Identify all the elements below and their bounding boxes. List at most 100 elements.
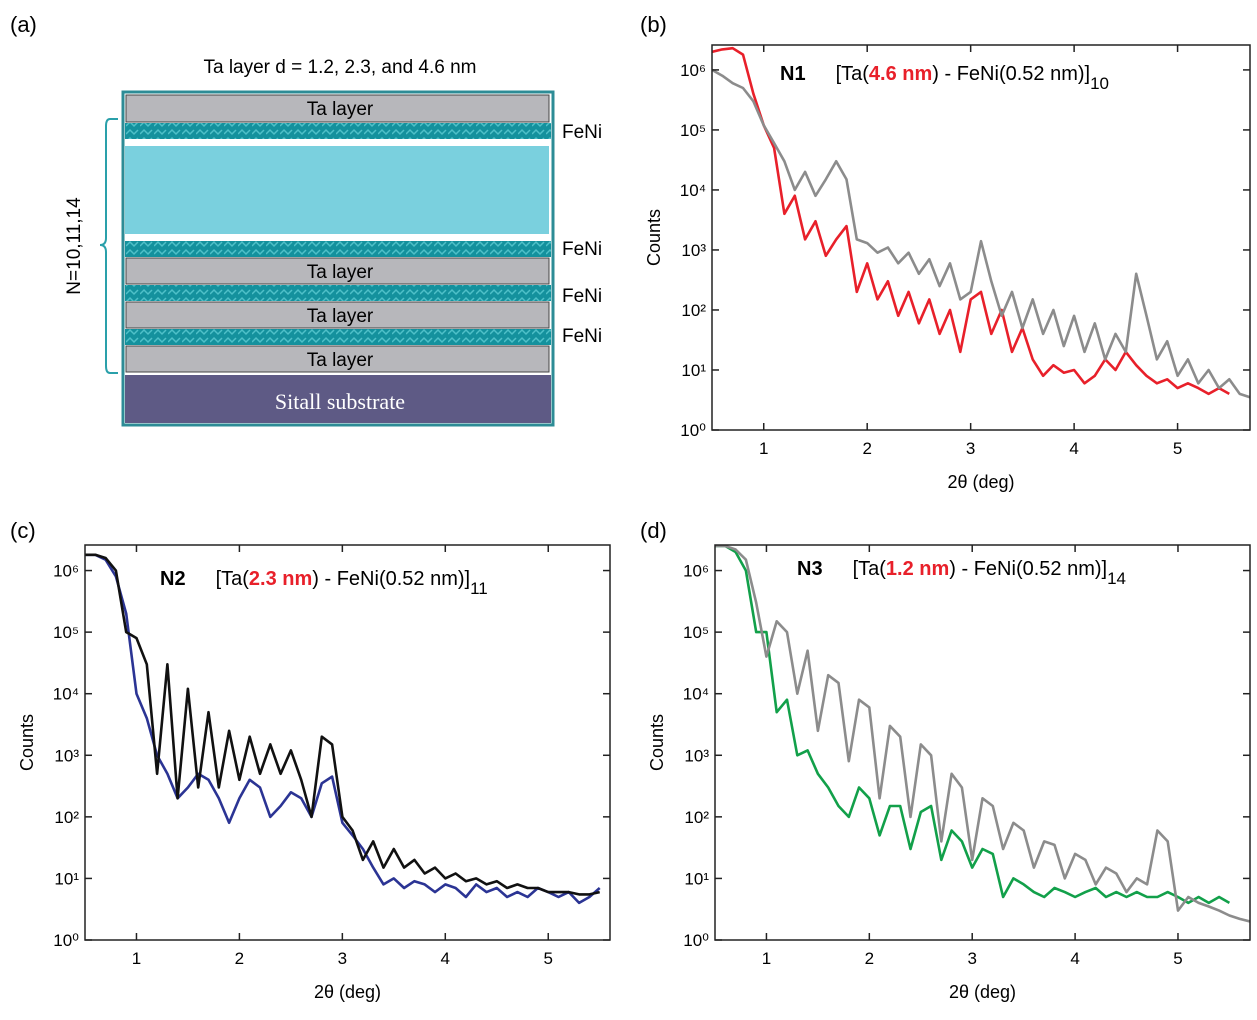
formula-prefix: [Ta(: [836, 63, 870, 85]
x-tick-label: 2: [862, 439, 871, 458]
ta-label: Ta layer: [307, 262, 374, 283]
y-axis-label: Counts: [647, 714, 667, 771]
y-tick-label: 10⁶: [680, 61, 706, 80]
x-axis-label: 2θ (deg): [314, 982, 381, 1002]
y-tick-label: 10⁰: [683, 931, 709, 950]
formula-suffix: ) - FeNi(0.52 nm)]: [932, 63, 1090, 85]
ta-layer: [125, 301, 550, 329]
sample-name: N1: [780, 63, 806, 85]
chart-title: N3 [Ta(1.2 nm) - FeNi(0.52 nm)]14: [797, 558, 1126, 588]
repeat-label: N=10,11,14: [64, 197, 85, 295]
y-tick-label: 10⁴: [53, 685, 79, 704]
plot-frame: [711, 44, 1251, 431]
panel-label: (b): [640, 12, 667, 37]
repeat-count: 14: [1107, 569, 1126, 588]
x-tick-label: 4: [1069, 439, 1078, 458]
x-tick-label: 4: [441, 949, 450, 968]
y-tick-label: 10⁴: [680, 181, 706, 200]
ta-layer: [125, 94, 550, 123]
feni-label: FeNi: [562, 239, 602, 260]
y-axis-label: Counts: [17, 714, 37, 771]
panel-label: (c): [10, 518, 36, 543]
y-tick-label: 10²: [684, 808, 709, 827]
ta-layer: [125, 345, 550, 373]
plot-frame: [714, 544, 1251, 941]
x-axis-label: 2θ (deg): [947, 472, 1014, 492]
data-line: [85, 553, 601, 905]
plot-area: [715, 545, 1250, 923]
x-tick-label: 5: [1173, 949, 1182, 968]
feni-layer: [125, 285, 551, 301]
formula-suffix: ) - FeNi(0.52 nm)]: [949, 558, 1107, 580]
x-tick-label: 3: [966, 439, 975, 458]
y-tick-label: 10²: [681, 301, 706, 320]
y-tick-label: 10⁰: [53, 931, 79, 950]
x-tick-label: 2: [865, 949, 874, 968]
feni-label: FeNi: [562, 122, 602, 143]
chart: (b) 1 2 3 4 5 10⁰ 10¹ 10² 10³ 10⁴ 10⁵ 10⁶ 2θ (deg) Cou…: [640, 12, 1251, 492]
chart: (d) 1 2 3 4 5 10⁰ 10¹ 10² 10³ 10⁴ 10⁵ 10⁶ 2θ (deg) Cou…: [640, 518, 1251, 1002]
y-tick-label: 10²: [54, 808, 79, 827]
x-axis-label: 2θ (deg): [949, 982, 1016, 1002]
y-tick-label: 10⁵: [683, 623, 709, 642]
y-tick-label: 10⁶: [53, 562, 79, 581]
data-line: [85, 553, 600, 896]
thickness: 1.2 nm: [886, 558, 949, 580]
chart-title: N1 [Ta(4.6 nm) - FeNi(0.52 nm)]10: [780, 63, 1109, 93]
repeat-count: 10: [1090, 74, 1109, 93]
y-tick-label: 10⁵: [680, 121, 706, 140]
formula-prefix: [Ta(: [853, 558, 887, 580]
x-tick-label: 2: [235, 949, 244, 968]
data-line: [715, 545, 1231, 905]
y-tick-label: 10⁶: [683, 562, 709, 581]
plot-frame: [84, 544, 611, 941]
plot-area: [85, 553, 601, 905]
ta-label: Ta layer: [307, 306, 374, 327]
y-tick-label: 10¹: [684, 869, 709, 888]
x-tick-label: 3: [338, 949, 347, 968]
x-tick-label: 1: [762, 949, 771, 968]
sample-name: N2: [160, 568, 186, 590]
sample-name: N3: [797, 558, 823, 580]
repeat-bracket: [99, 118, 118, 374]
x-tick-label: 4: [1070, 949, 1079, 968]
thickness: 4.6 nm: [869, 63, 932, 85]
caption: Ta layer d = 1.2, 2.3, and 4.6 nm: [203, 57, 476, 78]
y-tick-label: 10¹: [54, 869, 79, 888]
substrate: [125, 375, 551, 423]
feni-label: FeNi: [562, 286, 602, 307]
y-tick-label: 10³: [681, 241, 706, 260]
chart: (c) 1 2 3 4 5 10⁰ 10¹ 10² 10³ 10⁴ 10⁵ 10⁶ 2θ (deg) Cou…: [10, 518, 611, 1002]
feni-layer: [125, 329, 551, 345]
y-axis-label: Counts: [644, 209, 664, 266]
x-tick-label: 5: [1173, 439, 1182, 458]
ta-label: Ta layer: [307, 350, 374, 371]
substrate-label: Sitall substrate: [275, 389, 405, 414]
y-tick-label: 10³: [54, 746, 79, 765]
diagram: (a) Ta layer d = 1.2, 2.3, and 4.6 nm Ta…: [10, 12, 602, 427]
plot-area: [712, 46, 1250, 399]
formula-prefix: [Ta(: [216, 568, 250, 590]
ta-label: Ta layer: [307, 99, 374, 120]
data-line: [712, 68, 1250, 399]
y-tick-label: 10⁴: [683, 685, 709, 704]
repeat-block: [125, 146, 549, 234]
y-tick-label: 10⁰: [680, 421, 706, 440]
chart-title: N2 [Ta(2.3 nm) - FeNi(0.52 nm)]11: [160, 568, 488, 598]
y-tick-label: 10¹: [681, 361, 706, 380]
repeat-count: 11: [470, 579, 488, 598]
data-line: [712, 46, 1230, 396]
x-tick-label: 1: [759, 439, 768, 458]
ta-layer: [125, 257, 550, 285]
feni-layer: [125, 241, 551, 257]
data-line: [715, 545, 1250, 923]
x-tick-label: 5: [544, 949, 553, 968]
formula-suffix: ) - FeNi(0.52 nm)]: [312, 568, 470, 590]
feni-label: FeNi: [562, 326, 602, 347]
x-tick-label: 1: [132, 949, 141, 968]
feni-layer: [125, 123, 551, 139]
y-tick-label: 10⁵: [53, 623, 79, 642]
panel-label: (a): [10, 12, 37, 37]
